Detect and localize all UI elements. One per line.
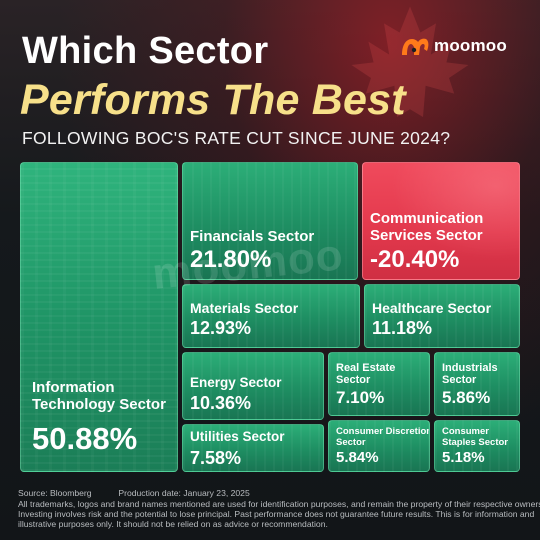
source-text: Source: Bloomberg xyxy=(18,488,92,498)
tile-label: Consumer Discretionary Sector xyxy=(336,426,429,448)
tile-value: 5.18% xyxy=(442,449,485,466)
tile-label: Consumer Staples Sector xyxy=(442,426,508,448)
tile-value: 5.84% xyxy=(336,449,379,466)
production-date: Production date: January 23, 2025 xyxy=(118,488,250,498)
disclaimer-2: Investing involves risk and the potentia… xyxy=(18,509,535,519)
tile-label: Information Technology Sector xyxy=(32,379,166,413)
tile-value: 12.93% xyxy=(190,318,252,338)
tile-consumer-staples-sector: Consumer Staples Sector 5.18% xyxy=(434,420,520,472)
tile-communication-services-sector: Communication Services Sector -20.40% xyxy=(362,162,520,280)
maple-leaf-icon xyxy=(351,6,469,117)
tile-value: 7.10% xyxy=(336,388,385,407)
tile-information-technology-sector: Information Technology Sector 50.88% xyxy=(20,162,178,472)
tile-utilities-sector: Utilities Sector 7.58% xyxy=(182,424,324,472)
tile-value: 7.58% xyxy=(190,448,242,468)
tile-label: Financials Sector xyxy=(190,228,315,245)
moomoo-logo-icon xyxy=(402,38,429,55)
tile-label: Materials Sector xyxy=(190,300,299,316)
tile-value: 5.86% xyxy=(442,388,491,407)
tile-value: -20.40% xyxy=(370,246,460,273)
tile-industrials-sector: Industrials Sector 5.86% xyxy=(434,352,520,416)
footer-source-line: Source: Bloomberg Production date: Janua… xyxy=(18,488,250,499)
tile-materials-sector: Materials Sector 12.93% xyxy=(182,284,360,348)
disclaimer-1: All trademarks, logos and brand names me… xyxy=(18,499,540,509)
tile-energy-sector: Energy Sector 10.36% xyxy=(182,352,324,420)
tile-real-estate-sector: Real Estate Sector 7.10% xyxy=(328,352,430,416)
tile-label: Real Estate Sector xyxy=(336,362,396,387)
tile-label: Energy Sector xyxy=(190,375,282,390)
tile-label: Industrials Sector xyxy=(442,362,498,387)
brand-name: moomoo xyxy=(434,36,507,55)
tile-healthcare-sector: Healthcare Sector 11.18% xyxy=(364,284,520,348)
disclaimer-3: illustrative purposes only. It should no… xyxy=(18,519,328,529)
title-line-2: Performs The Best xyxy=(20,76,406,124)
tile-value: 21.80% xyxy=(190,246,272,273)
tile-label: Healthcare Sector xyxy=(372,300,492,316)
tile-label: Communication Services Sector xyxy=(370,210,484,244)
title-line-1: Which Sector xyxy=(22,30,269,72)
subtitle: FOLLOWING BOC'S RATE CUT SINCE JUNE 2024… xyxy=(22,128,451,148)
tile-value: 11.18% xyxy=(372,318,433,338)
tile-financials-sector: Financials Sector 21.80% xyxy=(182,162,358,280)
brand-logo: moomoo xyxy=(400,35,507,57)
tile-label: Utilities Sector xyxy=(190,429,285,444)
tile-value: 50.88% xyxy=(32,421,138,456)
tile-value: 10.36% xyxy=(190,393,252,413)
